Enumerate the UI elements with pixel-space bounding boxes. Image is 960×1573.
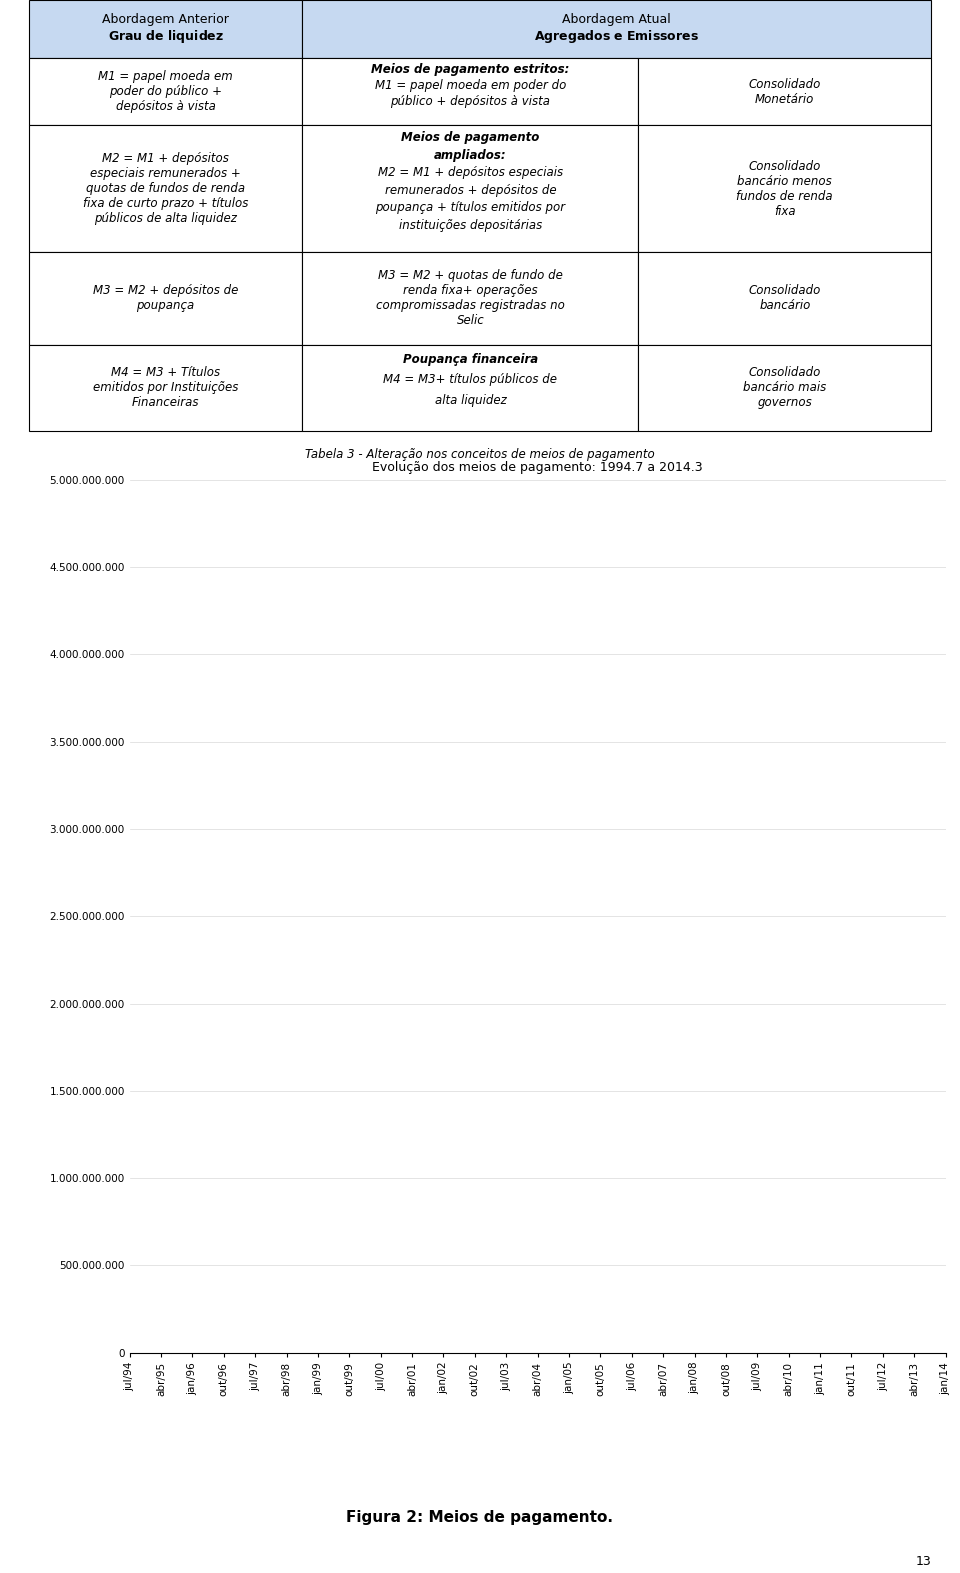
Text: poupança + títulos emitidos por: poupança + títulos emitidos por xyxy=(375,201,565,214)
Text: M1 = papel moeda em poder do: M1 = papel moeda em poder do xyxy=(374,79,566,91)
Bar xyxy=(29,344,302,431)
Bar xyxy=(302,58,638,124)
Bar xyxy=(638,344,931,431)
Bar xyxy=(302,124,638,252)
Text: Figura 2: Meios de pagamento.: Figura 2: Meios de pagamento. xyxy=(347,1510,613,1526)
Text: Meios de pagamento estritos:: Meios de pagamento estritos: xyxy=(372,63,569,76)
Text: Meios de pagamento: Meios de pagamento xyxy=(401,131,540,143)
Text: M4 = M3 + Títulos
emitidos por Instituições
Financeiras: M4 = M3 + Títulos emitidos por Instituiç… xyxy=(93,367,238,409)
Text: M1 = papel moeda em
poder do público +
depósitos à vista: M1 = papel moeda em poder do público + d… xyxy=(98,71,233,113)
Text: Consolidado
bancário menos
fundos de renda
fixa: Consolidado bancário menos fundos de ren… xyxy=(736,159,833,217)
Text: Consolidado
bancário mais
governos: Consolidado bancário mais governos xyxy=(743,367,827,409)
Bar xyxy=(29,252,302,344)
Text: M2 = M1 + depósitos especiais: M2 = M1 + depósitos especiais xyxy=(378,167,563,179)
Bar xyxy=(29,0,302,58)
Text: M3 = M2 + depósitos de
poupança: M3 = M2 + depósitos de poupança xyxy=(93,285,238,313)
Text: M2 = M1 + depósitos
especiais remunerados +
quotas de fundos de renda
fixa de cu: M2 = M1 + depósitos especiais remunerado… xyxy=(83,153,249,225)
Text: Poupança financeira: Poupança financeira xyxy=(403,352,538,365)
Bar xyxy=(29,58,302,124)
Text: instituições depositárias: instituições depositárias xyxy=(398,219,542,233)
Bar xyxy=(302,0,931,58)
Text: alta liquidez: alta liquidez xyxy=(435,393,506,407)
Text: M4 = M3+ títulos públicos de: M4 = M3+ títulos públicos de xyxy=(383,373,558,387)
Bar xyxy=(638,124,931,252)
Text: Abordagem Anterior
$\mathbf{Grau\ de\ liquidez}$: Abordagem Anterior $\mathbf{Grau\ de\ li… xyxy=(102,13,229,46)
Title: Evolução dos meios de pagamento: 1994.7 a 2014.3: Evolução dos meios de pagamento: 1994.7 … xyxy=(372,461,703,475)
Text: remunerados + depósitos de: remunerados + depósitos de xyxy=(385,184,556,197)
Text: 13: 13 xyxy=(916,1556,931,1568)
Bar xyxy=(302,252,638,344)
Text: público + depósitos à vista: público + depósitos à vista xyxy=(391,94,550,107)
Text: ampliados:: ampliados: xyxy=(434,148,507,162)
Text: Abordagem Atual
$\mathbf{Agregados\ e\ Emissores}$: Abordagem Atual $\mathbf{Agregados\ e\ E… xyxy=(535,13,699,46)
Text: M3 = M2 + quotas de fundo de
renda fixa+ operações
compromissadas registradas no: M3 = M2 + quotas de fundo de renda fixa+… xyxy=(376,269,564,327)
Bar xyxy=(638,58,931,124)
Text: Consolidado
bancário: Consolidado bancário xyxy=(749,285,821,313)
Bar xyxy=(29,124,302,252)
Bar xyxy=(302,344,638,431)
Text: Tabela 3 - Alteração nos conceitos de meios de pagamento: Tabela 3 - Alteração nos conceitos de me… xyxy=(305,448,655,461)
Bar xyxy=(638,252,931,344)
Text: Consolidado
Monetário: Consolidado Monetário xyxy=(749,77,821,105)
